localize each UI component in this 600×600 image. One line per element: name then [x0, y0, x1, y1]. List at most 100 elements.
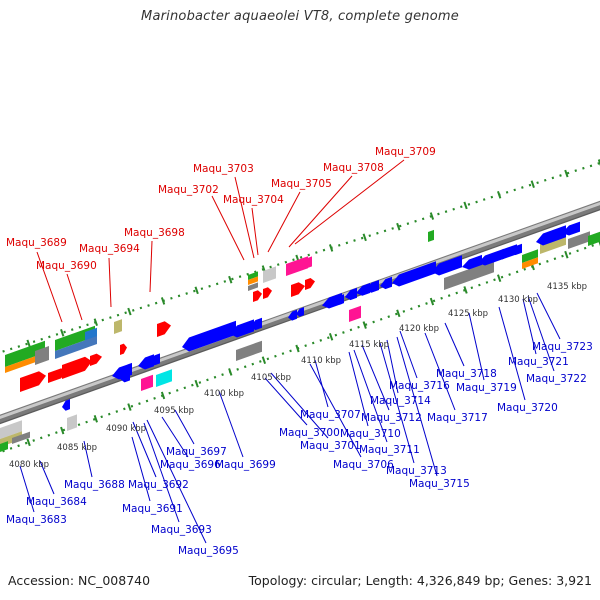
gene-feature — [0, 420, 22, 439]
gene-feature — [120, 343, 127, 355]
genome-summary-text: Topology: circular; Length: 4,326,849 bp… — [248, 573, 592, 588]
gene-label-reverse: Maqu_3714 — [370, 395, 431, 407]
leader-line-reverse — [424, 332, 456, 411]
outer-dotted-track-major-tick — [228, 275, 233, 284]
gene-label-reverse: Maqu_3711 — [359, 444, 420, 456]
gene-feature — [522, 249, 538, 263]
gene-features — [0, 221, 600, 452]
leader-line-forward — [108, 257, 112, 308]
gene-feature — [62, 399, 70, 411]
gene-feature — [120, 370, 130, 383]
gene-feature — [0, 441, 8, 452]
inner-dotted-track-major-tick — [194, 379, 199, 388]
outer-dotted-track-major-tick — [194, 286, 199, 295]
gene-feature — [356, 283, 370, 296]
scale-tick-label: 4105 kbp — [251, 373, 291, 383]
leader-line-forward — [36, 251, 63, 323]
gene-feature — [510, 243, 522, 256]
gene-feature — [5, 340, 45, 367]
leader-line-reverse — [396, 336, 438, 477]
inner-dotted-track-major-tick — [295, 344, 300, 353]
gene-feature — [365, 280, 379, 293]
gene-label-reverse: Maqu_3713 — [386, 465, 447, 477]
outer-dotted-track-major-tick — [463, 201, 468, 210]
leader-line-reverse — [399, 330, 418, 379]
gene-label-reverse: Maqu_3721 — [508, 356, 569, 368]
gene-labels: Maqu_3689 Maqu_3690 Maqu_3694 Maqu_3698 Maqu… — [6, 146, 593, 557]
scale-tick-label: 4125 kbp — [448, 309, 488, 319]
leader-line-reverse — [146, 419, 207, 544]
gene-feature — [302, 256, 312, 270]
gene-label-reverse: Maqu_3722 — [526, 373, 587, 385]
leader-line-reverse — [348, 351, 369, 427]
leader-line-reverse — [468, 312, 485, 381]
gene-feature — [62, 356, 92, 379]
leader-line-reverse — [314, 359, 329, 408]
leader-line-reverse — [309, 363, 362, 458]
gene-label-reverse: Maqu_3700 — [279, 427, 340, 439]
leader-line-forward — [294, 159, 405, 245]
leader-line-forward — [267, 191, 301, 253]
gene-label-forward: Maqu_3708 — [323, 162, 384, 174]
leader-line-reverse — [353, 349, 388, 443]
inner-dotted-track-major-tick — [362, 321, 367, 329]
gene-label-reverse: Maqu_3684 — [26, 496, 87, 508]
accession-text: Accession: NC_008740 — [8, 573, 151, 588]
gene-feature — [157, 321, 171, 337]
gene-label-reverse: Maqu_3723 — [532, 341, 593, 353]
gene-label-reverse: Maqu_3716 — [389, 380, 450, 392]
gene-feature — [495, 244, 517, 260]
gene-feature — [562, 221, 580, 236]
gene-feature — [296, 307, 304, 317]
gene-label-reverse: Maqu_3710 — [340, 428, 401, 440]
inner-dotted-track-major-tick — [160, 391, 166, 400]
leader-line-forward — [288, 175, 353, 248]
gene-feature — [250, 317, 262, 331]
leader-line-reverse — [218, 390, 244, 458]
gene-feature — [138, 354, 154, 370]
scale-tick-label: 4090 kbp — [106, 424, 146, 434]
gene-feature — [182, 320, 236, 352]
gene-feature — [35, 346, 49, 365]
inner-dotted-track — [0, 241, 600, 454]
leader-line-reverse — [522, 298, 537, 355]
gene-label-forward: Maqu_3698 — [124, 227, 185, 239]
label-leader-lines — [19, 159, 561, 544]
gene-feature — [156, 369, 172, 387]
gene-feature — [380, 276, 392, 290]
gene-label-reverse: Maqu_3697 — [166, 446, 227, 458]
gene-feature — [12, 431, 30, 444]
gene-feature — [392, 261, 436, 287]
outer-dotted-track-major-tick — [530, 180, 535, 189]
gene-feature — [236, 340, 262, 361]
leader-line-reverse — [83, 440, 93, 478]
gene-label-reverse: Maqu_3715 — [409, 478, 470, 490]
inner-dotted-track-major-tick — [564, 250, 569, 259]
scale-tick-label: 4080 kbp — [9, 460, 49, 470]
inner-dotted-track-major-tick — [93, 415, 98, 423]
gene-label-reverse: Maqu_3707 — [300, 409, 361, 421]
outer-dotted-track-major-tick — [597, 159, 600, 167]
gene-feature — [305, 278, 315, 290]
gene-feature — [263, 266, 276, 283]
scale-tick-label: 4115 kbp — [349, 340, 389, 350]
leader-line-reverse — [264, 377, 308, 426]
gene-label-forward: Maqu_3690 — [36, 260, 97, 272]
gene-label-forward: Maqu_3689 — [6, 237, 67, 249]
gene-label-reverse: Maqu_3693 — [151, 524, 212, 536]
gene-feature — [336, 294, 344, 305]
leader-line-reverse — [536, 292, 561, 340]
outer-dotted-track-major-tick — [328, 244, 334, 252]
gene-label-forward: Maqu_3704 — [223, 194, 284, 206]
gene-feature — [588, 231, 600, 246]
leader-line-reverse — [132, 421, 157, 478]
gene-feature — [536, 225, 566, 246]
outer-dotted-track-major-tick — [497, 191, 502, 199]
gene-feature — [230, 319, 254, 338]
gene-label-forward: Maqu_3703 — [193, 163, 254, 175]
gene-label-reverse: Maqu_3718 — [436, 368, 497, 380]
leader-line-reverse — [39, 460, 55, 495]
gene-label-reverse: Maqu_3695 — [178, 545, 239, 557]
